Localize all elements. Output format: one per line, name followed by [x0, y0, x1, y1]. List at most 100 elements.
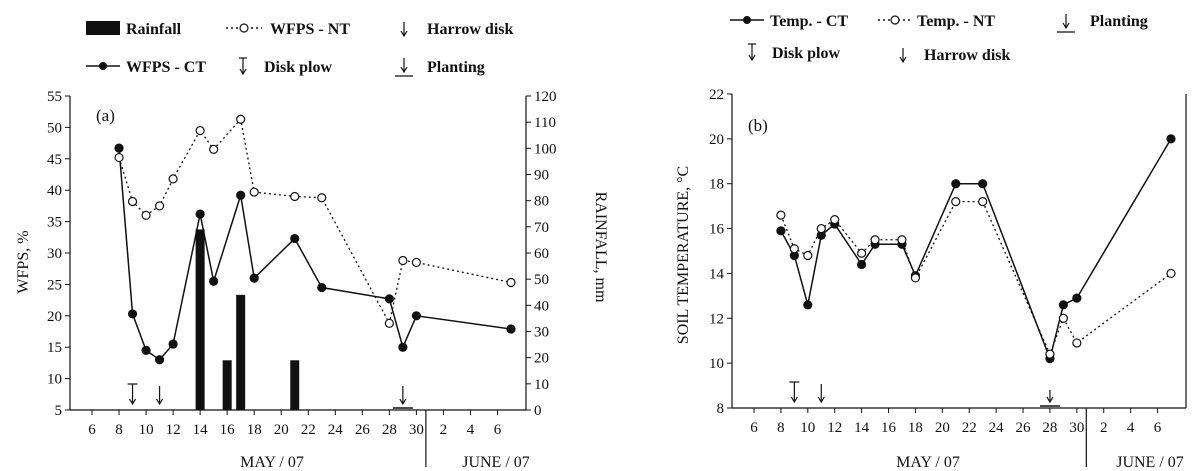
panel-a-y2tick-label: 30	[534, 325, 549, 341]
harrow-disk-head	[156, 398, 164, 406]
series-wfps-ct-line	[118, 148, 512, 361]
series-temp-ct-point	[1058, 300, 1068, 310]
panel-b-xtick-label: 24	[989, 420, 1005, 436]
harrow-disk-head	[399, 398, 407, 406]
panel-b-xtick-label: 26	[1016, 420, 1032, 436]
series-temp-nt-point	[776, 210, 786, 220]
legend-plow-label: Disk plow	[264, 59, 332, 76]
panel-a-y2tick-label: 40	[534, 298, 549, 314]
legend-temp-nt-marker	[890, 15, 900, 25]
series-wfps-ct-point	[290, 233, 300, 244]
series-temp-nt-point	[1072, 338, 1082, 348]
series-wfps-nt-point	[384, 318, 394, 328]
panel-a-xtick-label: 6	[88, 422, 96, 438]
harrow-disk-marker	[399, 386, 407, 406]
panel-b-ytick-label: 16	[709, 222, 725, 238]
panel-b-ytick-label: 20	[709, 132, 724, 148]
rainfall-bar	[236, 294, 246, 410]
panel-b-ytick-label: 10	[709, 356, 724, 372]
series-temp-nt-point	[830, 215, 840, 225]
series-temp-ct-point	[1072, 293, 1082, 303]
panel-a-ytick-label: 25	[47, 277, 62, 293]
panel-a-plot: 5 10 15 20 25 30 35 40 45 50 55 0 10 20 30 40 50 60 70 80 90…	[47, 89, 557, 467]
panel-a-xtick-label: 26	[355, 422, 371, 438]
series-wfps-nt-point	[195, 125, 205, 136]
legend-wfps-nt-label: WFPS - NT	[270, 21, 350, 38]
legend-wfps-nt-marker	[239, 23, 249, 33]
panel-a-xtick-label: 24	[328, 422, 344, 438]
panel-b-ytick-label: 12	[709, 311, 724, 327]
plot-layer: 5 10 15 20 25 30 35 40 45 50 55 0 10 20 30 40 50 60 70 80 90…	[47, 87, 1187, 467]
series-wfps-nt-point	[154, 201, 165, 211]
series-wfps-ct-point	[141, 345, 151, 355]
rainfall-bar	[195, 229, 205, 410]
disk-plow-head	[790, 396, 798, 404]
series-temp-nt-point	[1058, 313, 1068, 323]
panel-b-ylabel: SOIL TEMPERATURE, °C	[675, 166, 692, 344]
panel-a-xtick-label: 4	[467, 422, 475, 438]
series-wfps-nt-point	[141, 210, 151, 220]
panel-a-xtick-label: 12	[166, 422, 181, 438]
panel-a-y2tick-label: 120	[534, 89, 557, 105]
series-temp-ct-point	[1166, 134, 1176, 144]
series-temp-nt-point	[910, 273, 921, 283]
series-wfps-ct-point	[506, 324, 516, 334]
panel-b-xtick-label: 14	[854, 420, 870, 436]
legend-harrow-label-b: Harrow disk	[924, 47, 1010, 64]
panel-a-y2tick-label: 60	[534, 246, 549, 262]
panel-b-xtick-label: 10	[800, 420, 815, 436]
panel-a-ytick-label: 5	[55, 403, 63, 419]
series-temp-nt-point	[870, 235, 880, 245]
legend-temp-nt-label: Temp. - NT	[917, 13, 995, 30]
series-wfps-ct-point	[236, 190, 246, 200]
legend-rainfall-swatch	[86, 21, 120, 35]
panel-a-xtick-label: 20	[274, 422, 289, 438]
panel-a-y2tick-label: 90	[534, 168, 549, 184]
legend-wfps-ct-label: WFPS - CT	[126, 59, 206, 76]
planting-head	[1046, 396, 1054, 404]
series-temp-nt-point	[978, 197, 988, 207]
panel-b-xtick-label: 4	[1127, 420, 1135, 436]
panel-a-xtick-label: 22	[301, 422, 316, 438]
legend-wfps-ct-marker	[99, 62, 107, 70]
disk-plow-marker	[789, 381, 800, 404]
series-temp-nt-point	[857, 248, 867, 258]
legend-plow-icon-b	[748, 43, 756, 62]
panel-b-label: (b)	[748, 116, 768, 135]
panel-a-ytick-label: 45	[47, 152, 62, 168]
series-temp-ct-point	[978, 179, 988, 189]
panel-a-xtick-label: 8	[115, 422, 123, 438]
series-wfps-ct-point	[398, 342, 408, 352]
series-wfps-ct-point	[384, 294, 394, 304]
panel-b-xtick-label: 12	[827, 420, 842, 436]
panel-b-month-june: JUNE / 07	[1116, 454, 1184, 471]
panel-a-xtick-label: 18	[247, 422, 262, 438]
harrow-disk-head	[817, 396, 825, 404]
panel-b-xtick-label: 28	[1042, 420, 1057, 436]
panel-a-y2tick-label: 110	[534, 115, 556, 131]
series-temp-ct-point	[803, 300, 813, 310]
panel-b-legend: Temp. - CT Temp. - NT Planting Disk plow…	[730, 13, 1148, 64]
panel-a-y2tick-label: 50	[534, 272, 549, 288]
panel-a-y2tick-label: 80	[534, 194, 549, 210]
panel-b-xtick-label: 6	[750, 420, 758, 436]
legend-plow-label-b: Disk plow	[772, 45, 840, 62]
series-wfps-ct-point	[114, 143, 124, 153]
panel-b-xtick-label: 16	[881, 420, 897, 436]
series-temp-ct-point	[857, 259, 867, 270]
panel-b-xtick-label: 18	[908, 420, 923, 436]
panel-a-xtick-label: 28	[382, 422, 397, 438]
panel-a-ytick-label: 55	[47, 89, 62, 105]
series-wfps-nt-point	[290, 191, 300, 202]
legend-harrow-label: Harrow disk	[427, 21, 513, 38]
panel-a-ytick-label: 10	[47, 372, 62, 388]
series-wfps-nt-point	[168, 174, 178, 184]
series-temp-nt-point	[951, 197, 961, 207]
harrow-disk-marker	[156, 386, 164, 406]
series-wfps-nt-point	[317, 193, 327, 203]
series-wfps-ct-point	[411, 311, 421, 321]
panel-a-label: (a)	[96, 106, 115, 125]
rainfall-bar	[222, 360, 232, 410]
series-wfps-ct-point	[317, 282, 327, 293]
